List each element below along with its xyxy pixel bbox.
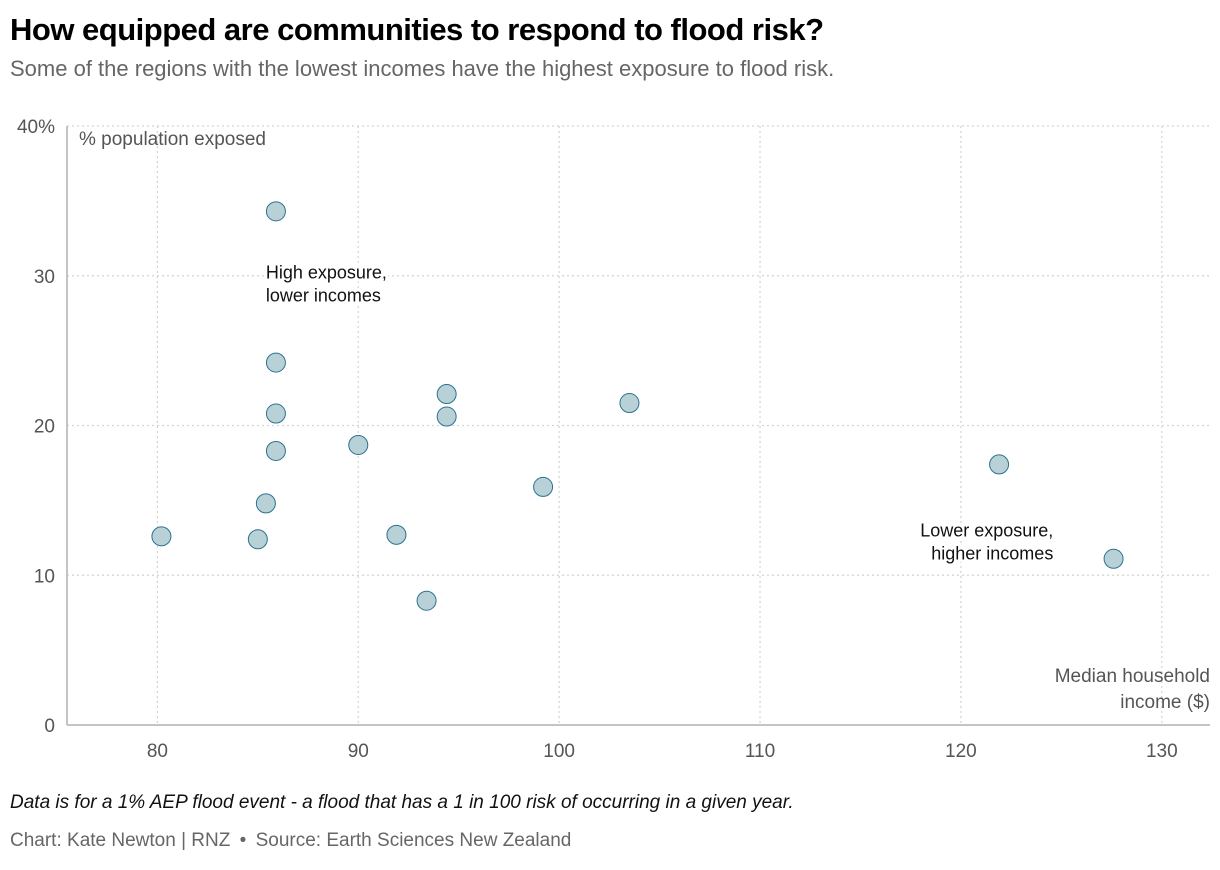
annotation-line: Lower exposure, <box>920 520 1053 540</box>
x-axis-title: Median household income ($) <box>1055 666 1210 713</box>
annotation-line: higher incomes <box>931 543 1053 563</box>
y-tick-label: 20 <box>34 417 55 438</box>
chart-subtitle: Some of the regions with the lowest inco… <box>10 56 835 81</box>
x-tick-label: 120 <box>945 741 977 762</box>
data-point <box>265 440 286 461</box>
x-tick-label: 100 <box>543 741 575 762</box>
annotation-line: High exposure, <box>266 263 387 283</box>
x-axis-title-line: Median household <box>1055 666 1210 687</box>
x-tick-label: 80 <box>147 741 168 762</box>
annotation-line: lower incomes <box>266 286 381 306</box>
x-tick-label: 130 <box>1146 741 1178 762</box>
data-point <box>151 526 172 547</box>
y-tick-label: 30 <box>34 267 55 288</box>
gridlines <box>67 125 1210 725</box>
data-point <box>348 434 369 455</box>
y-tick-label: 0 <box>44 716 55 737</box>
data-point <box>1103 548 1124 569</box>
x-tick-label: 90 <box>348 741 369 762</box>
separator-dot: • <box>239 830 247 851</box>
annotation-label: Lower exposure, higher incomes <box>920 520 1053 563</box>
data-point <box>416 590 437 611</box>
y-axis-title: % population exposed <box>79 129 266 150</box>
credit-line: Chart: Kate Newton | RNZ • Source: Earth… <box>10 830 571 852</box>
data-point <box>265 403 286 424</box>
data-points <box>151 201 1124 611</box>
source-credit: Source: Earth Sciences New Zealand <box>255 830 572 851</box>
axes: 0 10 20 30 40% 80 90 100 110 120 130 <box>17 117 1210 762</box>
y-tick-label: 40% <box>17 117 55 138</box>
chart-credit: Chart: Kate Newton | RNZ <box>10 830 231 851</box>
data-point <box>619 393 640 414</box>
data-point <box>386 524 407 545</box>
y-tick-label: 10 <box>34 566 55 587</box>
x-tick-label: 110 <box>745 741 775 762</box>
footnote: Data is for a 1% AEP flood event - a flo… <box>10 792 794 813</box>
data-point <box>255 493 276 514</box>
data-point <box>989 454 1010 475</box>
chart-title: How equipped are communities to respond … <box>10 12 824 47</box>
data-point <box>247 529 268 550</box>
data-point <box>265 352 286 373</box>
annotations: High exposure, lower incomes Lower exposur… <box>263 260 1056 567</box>
data-point <box>265 201 286 222</box>
data-point <box>533 476 554 497</box>
x-axis-title-line: income ($) <box>1120 692 1210 713</box>
annotation-label: High exposure, lower incomes <box>266 263 387 306</box>
data-point <box>436 384 457 405</box>
data-point <box>436 406 457 427</box>
